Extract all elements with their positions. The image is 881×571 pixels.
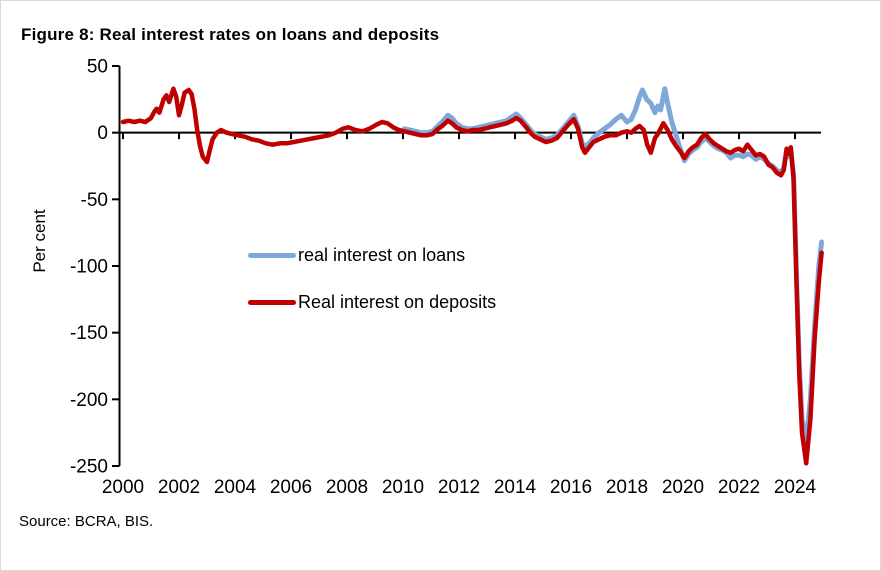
x-axis-tick-label: 2012 <box>438 477 480 498</box>
x-axis-tick-label: 2004 <box>214 477 257 498</box>
source-note: Source: BCRA, BIS. <box>19 513 154 530</box>
y-axis-tick-label: -100 <box>70 257 108 278</box>
y-axis-tick-label: -50 <box>81 190 108 211</box>
loans-line-swatch-icon <box>248 253 296 258</box>
x-axis-tick-label: 2018 <box>606 477 648 498</box>
y-axis-title: Per cent <box>30 209 49 273</box>
legend-item-loans: real interest on loans <box>248 245 465 266</box>
y-axis-tick-label: -150 <box>70 323 108 344</box>
x-axis-tick-label: 2022 <box>718 477 760 498</box>
chart-title: Figure 8: Real interest rates on loans a… <box>21 25 440 44</box>
legend-item-deposits: Real interest on deposits <box>248 292 496 313</box>
legend-label-deposits: Real interest on deposits <box>298 292 497 312</box>
x-axis-tick-label: 2010 <box>382 477 424 498</box>
x-axis-tick-label: 2014 <box>494 477 537 498</box>
x-axis-tick-label: 2000 <box>102 477 144 498</box>
x-axis-tick-label: 2002 <box>158 477 200 498</box>
x-axis-tick-label: 2008 <box>326 477 368 498</box>
x-axis-tick-label: 2006 <box>270 477 312 498</box>
y-axis-tick-label: 0 <box>97 123 108 144</box>
series-line-deposits <box>120 86 824 466</box>
series-line-loans <box>401 86 825 445</box>
x-axis-tick-label: 2020 <box>662 477 704 498</box>
deposits-line-swatch-icon <box>248 300 296 305</box>
y-axis-tick-label: -250 <box>70 457 108 478</box>
y-axis-tick-label: -200 <box>70 390 108 411</box>
legend-label-loans: real interest on loans <box>298 245 466 265</box>
y-axis-tick-label: 50 <box>87 57 108 78</box>
x-axis-tick-label: 2016 <box>550 477 592 498</box>
x-axis-tick-label: 2024 <box>774 477 817 498</box>
